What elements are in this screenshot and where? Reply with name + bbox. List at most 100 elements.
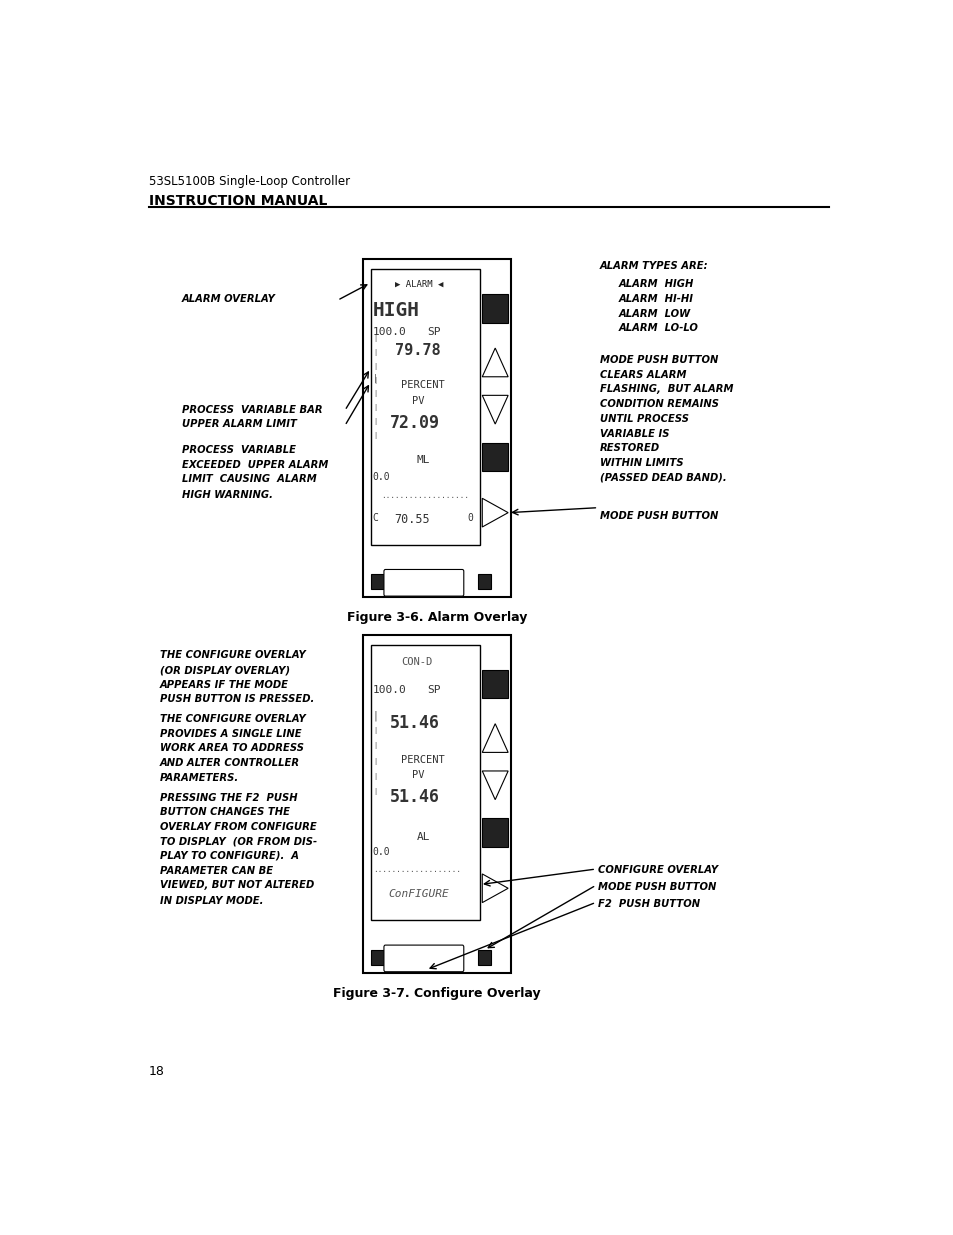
Polygon shape: [482, 498, 508, 527]
FancyBboxPatch shape: [383, 569, 463, 597]
Text: ML: ML: [416, 456, 430, 466]
Text: TO DISPLAY  (OR FROM DIS-: TO DISPLAY (OR FROM DIS-: [160, 836, 316, 847]
Text: BUTTON CHANGES THE: BUTTON CHANGES THE: [160, 808, 290, 818]
Text: ALARM  LOW: ALARM LOW: [618, 309, 690, 319]
Text: (OR DISPLAY OVERLAY): (OR DISPLAY OVERLAY): [160, 666, 290, 676]
Polygon shape: [482, 395, 508, 424]
Text: FLASHING,  BUT ALARM: FLASHING, BUT ALARM: [599, 384, 733, 394]
Text: UPPER ALARM LIMIT: UPPER ALARM LIMIT: [182, 419, 296, 430]
Text: ...................: ...................: [381, 492, 469, 500]
Text: |: |: [373, 711, 378, 721]
Text: |: |: [373, 374, 377, 383]
Text: INSTRUCTION MANUAL: INSTRUCTION MANUAL: [149, 194, 327, 207]
Text: |: |: [373, 417, 376, 425]
Text: PRESSING THE F2  PUSH: PRESSING THE F2 PUSH: [160, 793, 297, 803]
Text: VARIABLE IS: VARIABLE IS: [599, 429, 669, 438]
Text: |: |: [373, 757, 376, 764]
Bar: [403, 574, 416, 589]
Text: PERCENT: PERCENT: [401, 380, 444, 390]
Text: |: |: [373, 773, 376, 779]
Bar: [370, 269, 479, 545]
Text: F2  PUSH BUTTON: F2 PUSH BUTTON: [598, 899, 700, 909]
Polygon shape: [482, 874, 508, 903]
Text: THE CONFIGURE OVERLAY: THE CONFIGURE OVERLAY: [160, 651, 305, 661]
Polygon shape: [482, 771, 508, 799]
Text: 18: 18: [149, 1066, 165, 1078]
Bar: [363, 635, 511, 973]
Text: |: |: [373, 377, 376, 384]
Text: PROVIDES A SINGLE LINE: PROVIDES A SINGLE LINE: [160, 729, 301, 740]
Text: ALARM  HI-HI: ALARM HI-HI: [618, 294, 693, 304]
Text: OVERLAY FROM CONFIGURE: OVERLAY FROM CONFIGURE: [160, 823, 316, 832]
Text: Figure 3-7. Configure Overlay: Figure 3-7. Configure Overlay: [333, 987, 540, 1000]
Text: UNTIL PROCESS: UNTIL PROCESS: [599, 414, 688, 424]
Bar: [370, 574, 383, 589]
Text: CON-D: CON-D: [401, 657, 432, 667]
Text: PARAMETERS.: PARAMETERS.: [160, 773, 239, 783]
Text: CONDITION REMAINS: CONDITION REMAINS: [599, 399, 718, 409]
Text: (PASSED DEAD BAND).: (PASSED DEAD BAND).: [599, 473, 725, 483]
Text: 53SL5100B Single-Loop Controller: 53SL5100B Single-Loop Controller: [149, 175, 350, 188]
Polygon shape: [482, 348, 508, 377]
Bar: [482, 294, 508, 322]
Bar: [477, 950, 491, 965]
Bar: [436, 950, 450, 965]
Text: ▶ ALARM ◀: ▶ ALARM ◀: [395, 280, 442, 289]
FancyBboxPatch shape: [383, 945, 463, 972]
Text: PV: PV: [412, 396, 424, 406]
Bar: [403, 950, 416, 965]
Text: PUSH BUTTON IS PRESSED.: PUSH BUTTON IS PRESSED.: [160, 694, 314, 704]
Text: AND ALTER CONTROLLER: AND ALTER CONTROLLER: [160, 758, 300, 768]
Bar: [370, 950, 383, 965]
Text: PERCENT: PERCENT: [401, 755, 444, 764]
Text: LIMIT  CAUSING  ALARM: LIMIT CAUSING ALARM: [182, 474, 316, 484]
Text: 100.0: 100.0: [373, 327, 406, 337]
Text: THE CONFIGURE OVERLAY: THE CONFIGURE OVERLAY: [160, 714, 305, 724]
Text: HIGH: HIGH: [373, 300, 419, 320]
Text: 0.0: 0.0: [373, 472, 390, 482]
Bar: [482, 442, 508, 472]
Text: MODE PUSH BUTTON: MODE PUSH BUTTON: [598, 882, 716, 893]
Text: MODE PUSH BUTTON: MODE PUSH BUTTON: [599, 354, 718, 364]
Text: CLEARS ALARM: CLEARS ALARM: [599, 369, 685, 380]
Text: 0: 0: [466, 513, 473, 524]
Text: ALARM OVERLAY: ALARM OVERLAY: [182, 294, 275, 304]
Text: |: |: [373, 727, 376, 735]
Text: 72.09: 72.09: [390, 414, 440, 432]
Text: SP: SP: [427, 327, 440, 337]
Text: PARAMETER CAN BE: PARAMETER CAN BE: [160, 866, 273, 876]
Text: PLAY TO CONFIGURE).  A: PLAY TO CONFIGURE). A: [160, 851, 298, 861]
Text: ALARM  LO-LO: ALARM LO-LO: [618, 324, 698, 333]
Text: HIGH WARNING.: HIGH WARNING.: [182, 489, 273, 500]
Text: |: |: [373, 363, 376, 369]
Text: ALARM  HIGH: ALARM HIGH: [618, 279, 693, 289]
Bar: [363, 259, 511, 597]
Text: VIEWED, BUT NOT ALTERED: VIEWED, BUT NOT ALTERED: [160, 881, 314, 890]
Bar: [436, 574, 450, 589]
Bar: [477, 574, 491, 589]
Text: PROCESS  VARIABLE: PROCESS VARIABLE: [182, 445, 295, 454]
Text: APPEARS IF THE MODE: APPEARS IF THE MODE: [160, 679, 289, 690]
Text: Figure 3-6. Alarm Overlay: Figure 3-6. Alarm Overlay: [347, 611, 527, 625]
Text: WORK AREA TO ADDRESS: WORK AREA TO ADDRESS: [160, 743, 304, 753]
Bar: [482, 669, 508, 698]
Text: C: C: [373, 513, 378, 524]
Text: |: |: [373, 404, 376, 411]
Polygon shape: [482, 724, 508, 752]
Text: SP: SP: [427, 684, 440, 694]
Bar: [482, 819, 508, 847]
Text: IN DISPLAY MODE.: IN DISPLAY MODE.: [160, 895, 263, 905]
Text: EXCEEDED  UPPER ALARM: EXCEEDED UPPER ALARM: [182, 461, 328, 471]
Bar: [370, 645, 479, 920]
Text: 51.46: 51.46: [390, 788, 440, 806]
Text: ConFIGURE: ConFIGURE: [388, 889, 449, 899]
Text: |: |: [373, 335, 376, 342]
Text: PROCESS  VARIABLE BAR: PROCESS VARIABLE BAR: [182, 405, 322, 415]
Text: RESTORED: RESTORED: [599, 443, 659, 453]
Text: 51.46: 51.46: [390, 714, 440, 731]
Text: AL: AL: [416, 832, 430, 842]
Text: 0.0: 0.0: [373, 847, 390, 857]
Text: PV: PV: [412, 771, 424, 781]
Text: |: |: [373, 390, 376, 398]
Text: 70.55: 70.55: [395, 513, 430, 526]
